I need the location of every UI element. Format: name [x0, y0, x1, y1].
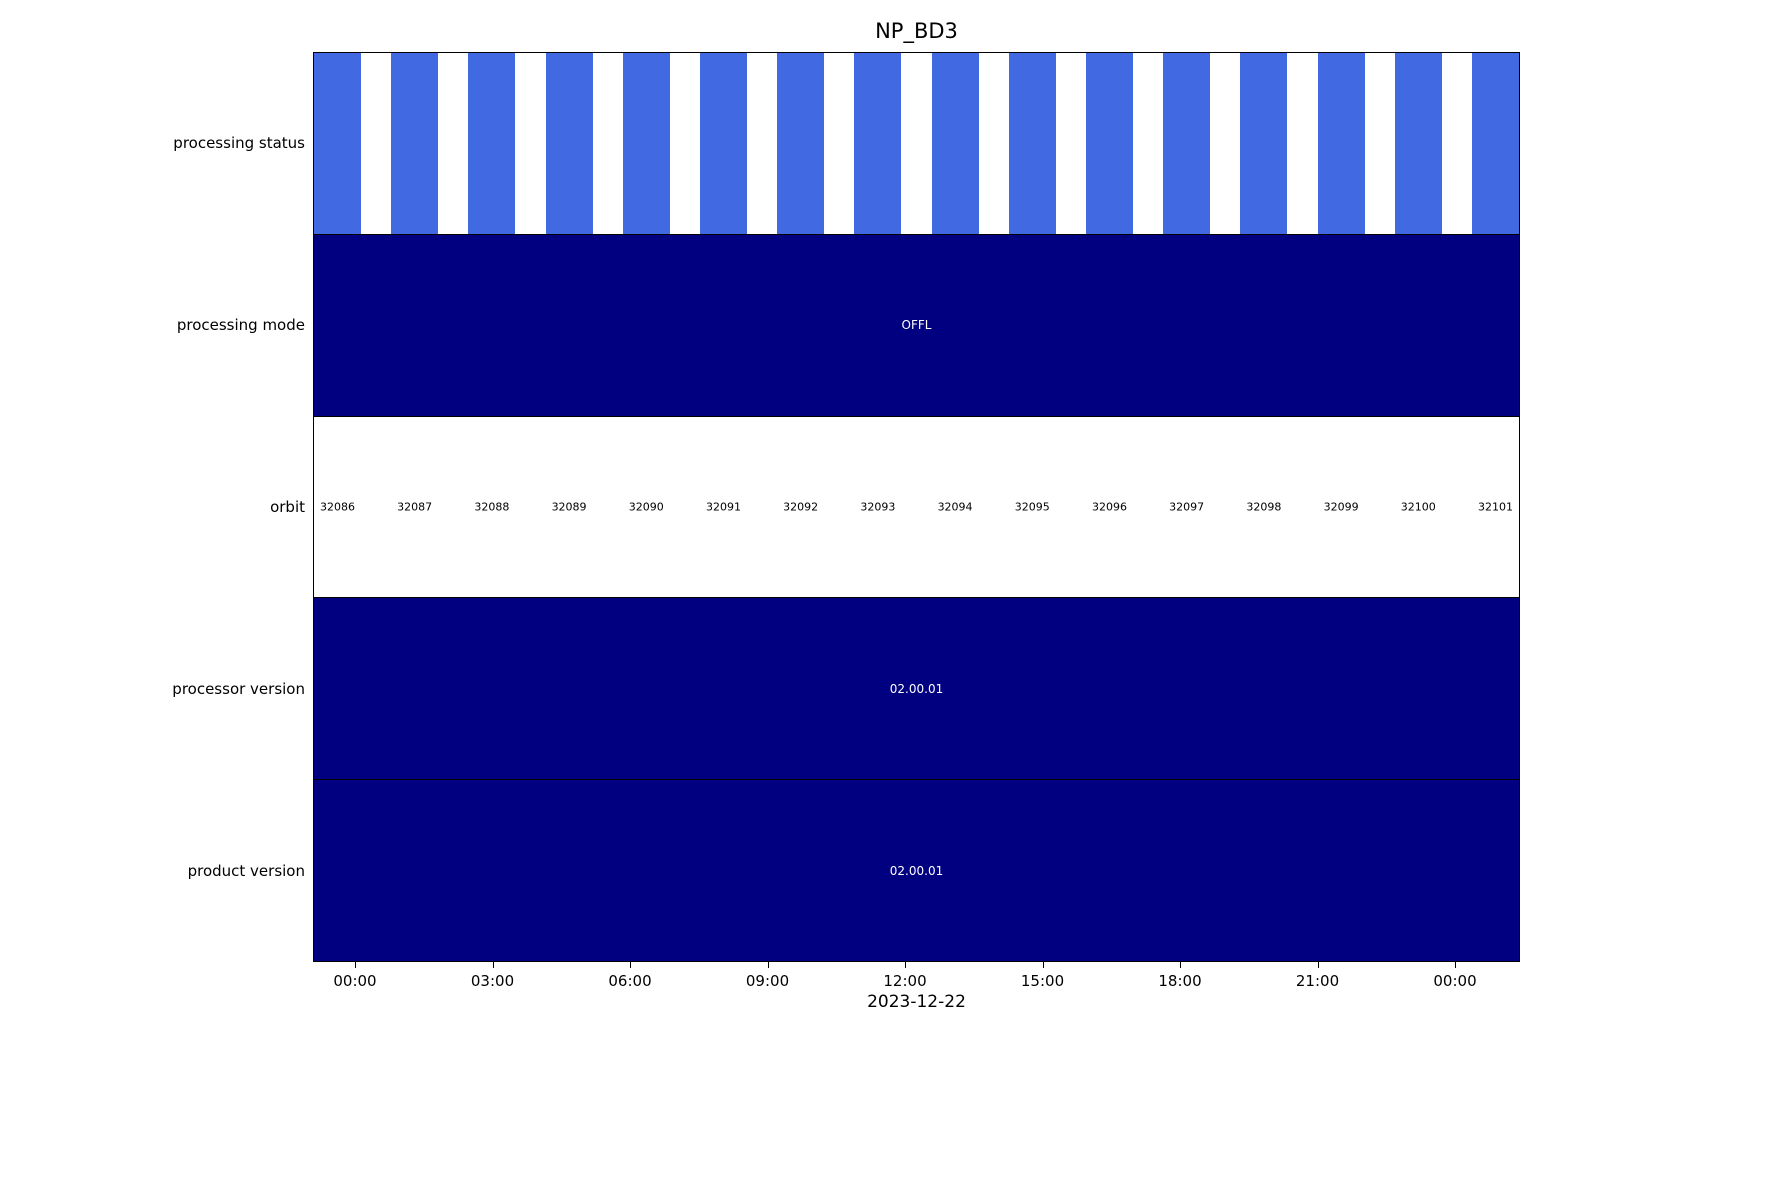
row-label-processing-mode: processing mode: [176, 316, 305, 334]
orbit-label: 32093: [860, 500, 896, 514]
status-stripe: [854, 53, 902, 234]
orbit-label: 32092: [783, 500, 819, 514]
tick-label: 21:00: [1295, 972, 1340, 990]
tick-label: 12:00: [883, 972, 927, 990]
status-stripe: [622, 53, 670, 234]
x-axis-label: 2023-12-22: [867, 992, 966, 1012]
orbit-label: 32098: [1246, 500, 1282, 514]
row-product-version: 02.00.01: [314, 780, 1519, 961]
orbit-label: 32096: [1091, 500, 1127, 514]
row-value: 02.00.01: [889, 863, 944, 878]
row-processing-mode: OFFL: [314, 234, 1519, 417]
row-value: 02.00.01: [889, 681, 944, 696]
row-processor-version: 02.00.01: [314, 598, 1519, 781]
tick-mark: [1455, 962, 1456, 968]
row-label-processing-status: processing status: [173, 134, 305, 152]
tick-label: 09:00: [745, 972, 790, 990]
chart-title: NP_BD3: [875, 19, 958, 43]
tick-label: 18:00: [1158, 972, 1202, 990]
orbit-label: 32097: [1169, 500, 1205, 514]
tick-label: 00:00: [1433, 972, 1477, 990]
row-label-orbit: orbit: [270, 498, 305, 516]
status-stripe: [1317, 53, 1365, 234]
status-stripe: [1008, 53, 1056, 234]
row-value: OFFL: [901, 318, 932, 333]
status-stripe: [468, 53, 516, 234]
status-stripe: [1472, 53, 1519, 234]
tick-label: 15:00: [1020, 972, 1065, 990]
status-stripe: [391, 53, 439, 234]
tick-mark: [1180, 962, 1181, 968]
tick-label: 00:00: [333, 972, 377, 990]
status-stripe: [1394, 53, 1442, 234]
status-stripe: [1086, 53, 1133, 234]
orbit-label: 32091: [705, 500, 741, 514]
status-stripe: [1240, 53, 1288, 234]
orbit-label: 32099: [1323, 500, 1359, 514]
tick-label: 06:00: [608, 972, 652, 990]
status-stripe: [777, 53, 825, 234]
plot-area: OFFL 32086 32087 32088 32089 32090 32091 32092 3…: [313, 52, 1520, 962]
tick-mark: [905, 962, 906, 968]
status-stripe: [545, 53, 593, 234]
tick-mark: [492, 962, 494, 968]
row-label-product-version: product version: [187, 862, 305, 880]
tick-mark: [767, 962, 769, 968]
status-stripe: [700, 53, 747, 234]
orbit-label: 32101: [1477, 500, 1513, 514]
status-stripe: [1163, 53, 1211, 234]
orbit-label: 32087: [397, 500, 433, 514]
row-label-processor-version: processor version: [172, 680, 305, 698]
tick-mark: [354, 962, 356, 968]
orbit-label: 32094: [937, 500, 973, 514]
tick-mark: [630, 962, 631, 968]
row-orbit: 32086 32087 32088 32089 32090 32091 32092 32093…: [314, 417, 1519, 599]
orbit-label: 32090: [628, 500, 664, 514]
tick-label: 03:00: [470, 972, 515, 990]
orbit-label: 32100: [1400, 500, 1436, 514]
orbit-label: 32095: [1014, 500, 1050, 514]
row-processing-status: [314, 53, 1519, 235]
x-axis: 00:00 03:00 06:00 09:00 12:00 15:00 18:00 21:00…: [313, 962, 1520, 1002]
status-stripe: [314, 53, 361, 234]
status-stripe: [931, 53, 979, 234]
tick-mark: [1317, 962, 1319, 968]
orbit-label: 32089: [551, 500, 587, 514]
orbit-label: 32086: [319, 500, 355, 514]
orbit-label: 32088: [474, 500, 510, 514]
tick-mark: [1042, 962, 1044, 968]
